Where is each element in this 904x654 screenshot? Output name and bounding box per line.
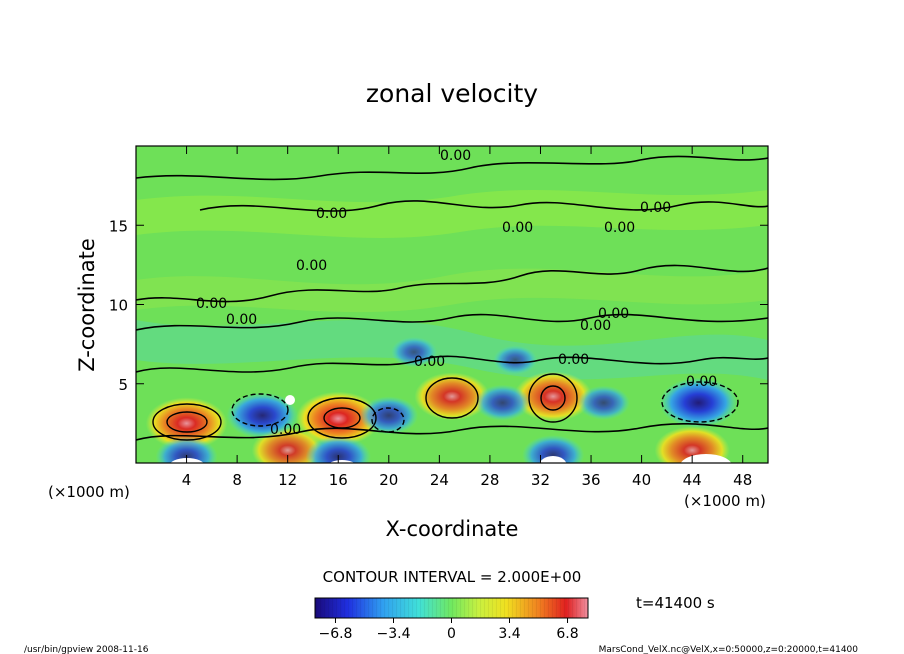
colorbar-tick-label: −6.8 (318, 626, 352, 642)
y-axis-label: Z-coordinate (75, 238, 99, 372)
contour-label: 0.00 (414, 354, 445, 370)
x-axis-label: X-coordinate (386, 517, 519, 541)
colorbar-tick-label: −3.4 (376, 626, 410, 642)
contour-interval: CONTOUR INTERVAL = 2.000E+00 (323, 568, 582, 586)
x-unit-right: (×1000 m) (684, 492, 766, 510)
x-tick-label: 24 (430, 471, 449, 489)
x-tick-label: 16 (329, 471, 348, 489)
footer-left: /usr/bin/gpview 2008-11-16 (24, 645, 149, 654)
y-tick-label: 5 (118, 376, 128, 394)
negative-velocity-cell (226, 392, 299, 439)
contour-label: 0.00 (686, 374, 717, 390)
colorbar-tick-label: 3.4 (498, 626, 520, 642)
negative-velocity-cell (305, 435, 371, 463)
contour-label: 0.00 (296, 258, 327, 274)
x-tick-label: 48 (733, 471, 752, 489)
colorbar: −6.8 −3.4 0 3.4 6.8 (314, 597, 589, 642)
x-tick-label: 12 (278, 471, 297, 489)
x-tick-label: 44 (683, 471, 702, 489)
contour-label: 0.00 (558, 352, 589, 368)
contour-lines (136, 155, 768, 441)
y-tick-label: 15 (109, 217, 128, 235)
negative-velocity-cell (659, 377, 738, 428)
positive-contours (152, 373, 578, 441)
x-tick-label: 8 (232, 471, 242, 489)
x-tick-label: 4 (182, 471, 192, 489)
y-tick-label: 10 (109, 297, 128, 315)
contour-label: 0.00 (580, 318, 611, 334)
contour-label: 0.00 (316, 206, 347, 222)
negative-contours (231, 381, 739, 433)
contour-label: 0.00 (502, 220, 533, 236)
colorbar-ticks: −6.8 −3.4 0 3.4 6.8 (318, 618, 579, 642)
negative-velocity-cell (522, 435, 585, 463)
saturated-region (285, 395, 295, 405)
contour-label-group: 0.00 0.00 0.00 0.00 0.00 0.00 0.00 0.00 … (196, 148, 717, 438)
contour-label: 0.00 (640, 200, 671, 216)
plot-area: 0.00 0.00 0.00 0.00 0.00 0.00 0.00 0.00 … (135, 145, 769, 464)
negative-velocity-cell (474, 384, 531, 421)
contour-label: 0.00 (270, 422, 301, 438)
footer-right: MarsCond_VelX.nc@VelX,x=0:50000,z=0:2000… (599, 645, 859, 654)
negative-velocity-cell (493, 345, 538, 375)
contour-label: 0.00 (196, 296, 227, 312)
negative-velocity-cell (577, 385, 630, 420)
colorbar-stripes (315, 598, 588, 618)
y-axis: 5 10 15 (109, 217, 768, 394)
negative-velocity-cell (359, 396, 419, 435)
x-tick-label: 20 (379, 471, 398, 489)
contour-label: 0.00 (440, 148, 471, 164)
colorbar-tick-label: 6.8 (556, 626, 578, 642)
x-tick-label: 32 (531, 471, 550, 489)
x-tick-label: 36 (581, 471, 600, 489)
x-unit-left: (×1000 m) (48, 483, 130, 501)
saturated-region (329, 460, 355, 463)
contour-label: 0.00 (226, 312, 257, 328)
saturated-region (539, 456, 567, 463)
negative-velocity-cell (391, 337, 437, 368)
negative-velocity-cell (155, 436, 218, 463)
colorbar-tick-label: 0 (447, 626, 456, 642)
positive-velocity-cell (654, 426, 730, 463)
contour-label: 0.00 (604, 220, 635, 236)
time-label: t=41400 s (636, 594, 715, 612)
chart-title: zonal velocity (366, 79, 538, 108)
contour-label: 0.00 (598, 306, 629, 322)
saturated-region (680, 454, 732, 463)
x-tick-label: 40 (632, 471, 651, 489)
x-axis: 4 8 12 16 20 24 28 32 36 40 44 48 (182, 146, 752, 489)
x-tick-label: 28 (480, 471, 499, 489)
